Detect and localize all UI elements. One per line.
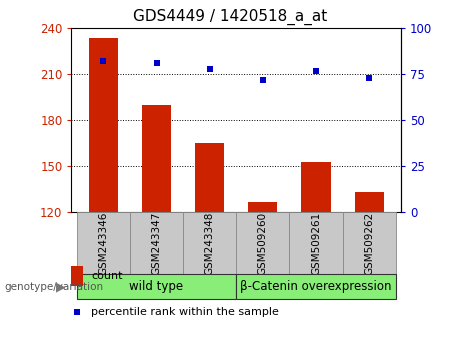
Text: percentile rank within the sample: percentile rank within the sample [91, 307, 279, 317]
Bar [236, 274, 396, 299]
Bar [290, 212, 343, 274]
Bar [77, 212, 130, 274]
Point [73, 309, 81, 315]
Text: GSM509262: GSM509262 [364, 212, 374, 275]
Point [312, 68, 319, 74]
Point [366, 75, 373, 81]
Text: GDS4449 / 1420518_a_at: GDS4449 / 1420518_a_at [133, 9, 328, 25]
Text: genotype/variation: genotype/variation [5, 282, 104, 292]
Text: count: count [91, 271, 123, 281]
Point [206, 66, 213, 72]
Text: wild type: wild type [130, 280, 183, 293]
Bar [71, 266, 83, 286]
Bar [355, 193, 384, 212]
Bar [142, 105, 171, 212]
Bar [89, 38, 118, 212]
Text: ▶: ▶ [56, 280, 66, 293]
Bar [183, 212, 236, 274]
Point [100, 59, 107, 64]
Bar [195, 143, 225, 212]
Bar [248, 202, 278, 212]
Bar [130, 212, 183, 274]
Text: β-Catenin overexpression: β-Catenin overexpression [240, 280, 392, 293]
Text: GSM243346: GSM243346 [98, 212, 108, 275]
Bar [236, 212, 290, 274]
Text: GSM243348: GSM243348 [205, 212, 215, 275]
Point [153, 61, 160, 66]
Bar [343, 212, 396, 274]
Bar [301, 162, 331, 212]
Text: GSM509261: GSM509261 [311, 212, 321, 275]
Bar [77, 274, 236, 299]
Text: GSM509260: GSM509260 [258, 212, 268, 275]
Text: GSM243347: GSM243347 [152, 212, 161, 275]
Point [259, 77, 266, 83]
